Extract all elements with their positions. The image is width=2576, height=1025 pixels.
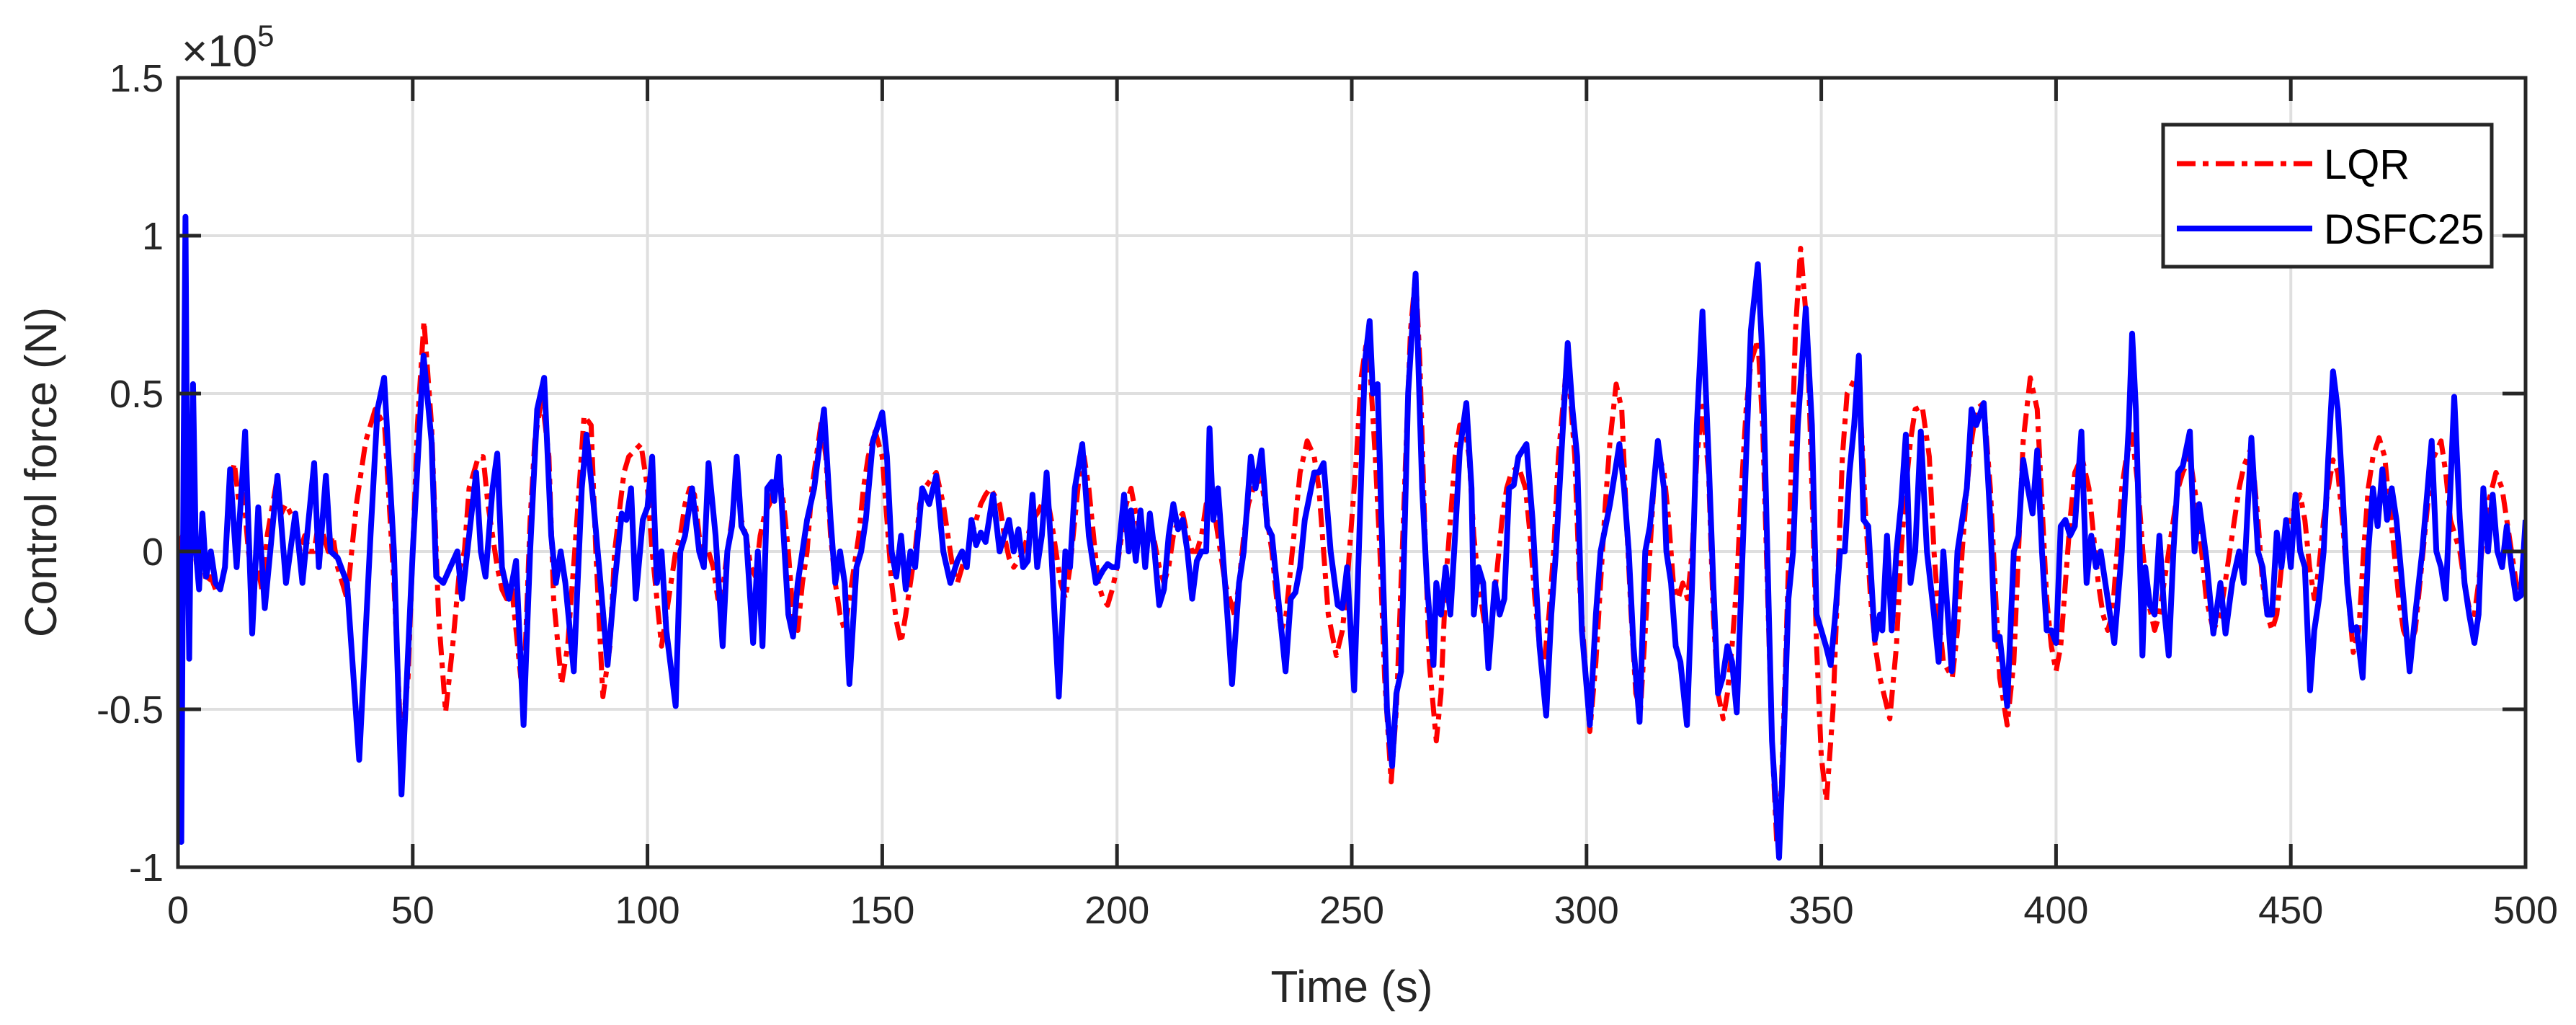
x-tick-label: 0	[167, 889, 189, 932]
axis-ticks	[176, 76, 2528, 869]
y-tick-label: -1	[129, 846, 164, 889]
legend-box	[2161, 123, 2494, 269]
x-tick-label: 500	[2493, 889, 2558, 932]
x-tick-label: 150	[850, 889, 914, 932]
y-exponent-label: ×105	[182, 19, 275, 76]
x-axis-label: Time (s)	[1271, 962, 1433, 1012]
x-tick-label: 200	[1084, 889, 1149, 932]
y-tick-label: 0.5	[110, 373, 164, 416]
y-axis-label: Control force (N)	[17, 307, 66, 637]
x-tick-label: 300	[1554, 889, 1619, 932]
x-tick-labels: 0 50 100 150 200 250 300 350 400 450 500	[167, 889, 2558, 932]
y-tick-labels: -1 -0.5 0 0.5 1 1.5	[97, 57, 164, 889]
legend: LQR DSFC25	[2161, 123, 2494, 269]
y-tick-label: 1.5	[110, 57, 164, 100]
x-tick-label: 50	[391, 889, 434, 932]
series-dsfc25-line	[178, 213, 2526, 861]
y-tick-label: -0.5	[97, 688, 164, 732]
x-tick-label: 100	[615, 889, 680, 932]
x-tick-label: 350	[1789, 889, 1854, 932]
plot-area	[178, 213, 2526, 861]
x-tick-label: 400	[2023, 889, 2088, 932]
x-tick-label: 250	[1319, 889, 1384, 932]
y-tick-label: 1	[142, 215, 164, 258]
y-tick-label: 0	[142, 531, 164, 574]
legend-dsfc25-label: DSFC25	[2324, 206, 2484, 253]
legend-lqr-label: LQR	[2324, 141, 2410, 188]
x-tick-label: 450	[2258, 889, 2323, 932]
